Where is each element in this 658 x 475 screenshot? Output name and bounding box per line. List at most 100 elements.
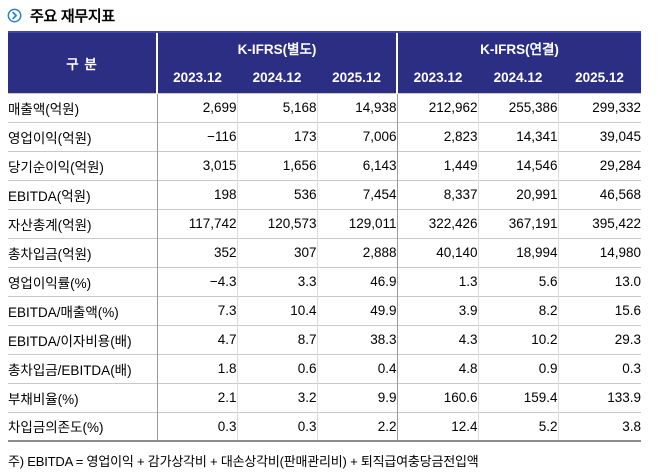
value-cell: 8.2 — [477, 295, 559, 325]
value-cell: 5.2 — [477, 411, 559, 441]
table-row: 자산총계(억원) 117,742 120,573 129,011 322,426… — [8, 208, 642, 238]
row-label: 총차입금(억원) — [8, 237, 157, 267]
year-header: 2024.12 — [478, 63, 559, 93]
value-cell: 0.3 — [236, 411, 317, 441]
value-cell: 29.3 — [557, 324, 642, 354]
table-row: EBITDA/매출액(%) 7.3 10.4 49.9 3.9 8.2 15.6 — [8, 295, 642, 325]
value-cell: 212,962 — [396, 92, 479, 122]
value-cell: 46.9 — [316, 266, 398, 296]
row-label: 총차입금/EBITDA(배) — [8, 353, 157, 383]
table-row: 총차입금(억원) 352 307 2,888 40,140 18,994 14,… — [8, 237, 642, 267]
year-header: 2024.12 — [237, 63, 317, 93]
page-title: 주요 재무지표 — [30, 7, 115, 25]
value-cell: 14,938 — [316, 92, 398, 122]
row-label: EBITDA/매출액(%) — [8, 295, 157, 325]
row-label: 영업이익(억원) — [8, 121, 157, 151]
value-cell: 133.9 — [557, 382, 642, 412]
value-cell: 20,991 — [477, 179, 559, 209]
row-label: 당기순이익(억원) — [8, 150, 157, 180]
table-row: EBITDA/이자비용(배) 4.7 8.7 38.3 4.3 10.2 29.… — [8, 324, 642, 354]
value-cell: 2,888 — [316, 237, 398, 267]
table-row: 총차입금/EBITDA(배) 1.8 0.6 0.4 4.8 0.9 0.3 — [8, 353, 642, 383]
value-cell: 255,386 — [477, 92, 559, 122]
value-cell: 8.7 — [236, 324, 317, 354]
value-cell: 3.3 — [236, 266, 317, 296]
table-row: 차입금의존도(%) 0.3 0.3 2.2 12.4 5.2 3.8 — [8, 411, 642, 441]
table-row: 영업이익률(%) −4.3 3.3 46.9 1.3 5.6 13.0 — [8, 266, 642, 296]
value-cell: 160.6 — [396, 382, 479, 412]
table-row: 영업이익(억원) −116 173 7,006 2,823 14,341 39,… — [8, 121, 642, 151]
table-row: 당기순이익(억원) 3,015 1,656 6,143 1,449 14,546… — [8, 150, 642, 180]
value-cell: 395,422 — [557, 208, 642, 238]
value-cell: 159.4 — [477, 382, 559, 412]
value-cell: 1,449 — [396, 150, 479, 180]
value-cell: 38.3 — [316, 324, 398, 354]
value-cell: 5,168 — [236, 92, 317, 122]
value-cell: 120,573 — [236, 208, 317, 238]
value-cell: 14,546 — [477, 150, 559, 180]
value-cell: 352 — [156, 237, 237, 267]
value-cell: 7,006 — [316, 121, 398, 151]
value-cell: 299,332 — [557, 92, 642, 122]
year-header: 2023.12 — [156, 63, 237, 93]
value-cell: 7,454 — [316, 179, 398, 209]
value-cell: 2.2 — [316, 411, 398, 441]
value-cell: −4.3 — [156, 266, 237, 296]
value-cell: 4.7 — [156, 324, 237, 354]
value-cell: 1,656 — [236, 150, 317, 180]
section-title-bar: 주요 재무지표 — [0, 0, 658, 29]
row-label: 자산총계(억원) — [8, 208, 157, 238]
value-cell: 2.1 — [156, 382, 237, 412]
value-cell: 8,337 — [396, 179, 479, 209]
year-header: 2023.12 — [396, 63, 479, 93]
ebitda-footnote: 주) EBITDA = 영업이익 + 감가상각비 + 대손상각비(판매관리비) … — [8, 454, 479, 469]
table-row: EBITDA(억원) 198 536 7,454 8,337 20,991 46… — [8, 179, 642, 209]
value-cell: 13.0 — [557, 266, 642, 296]
group-header-separate: K-IFRS(별도) — [155, 31, 398, 63]
value-cell: 0.3 — [557, 353, 642, 383]
group-header-consolidated: K-IFRS(연결) — [396, 31, 642, 63]
value-cell: 536 — [236, 179, 317, 209]
value-cell: 0.6 — [236, 353, 317, 383]
value-cell: 5.6 — [477, 266, 559, 296]
value-cell: 12.4 — [396, 411, 479, 441]
row-label: EBITDA/이자비용(배) — [8, 324, 157, 354]
row-label: 매출액(억원) — [8, 92, 157, 122]
value-cell: 3,015 — [156, 150, 237, 180]
value-cell: 0.4 — [316, 353, 398, 383]
value-cell: 129,011 — [316, 208, 398, 238]
table-row: 매출액(억원) 2,699 5,168 14,938 212,962 255,3… — [8, 92, 642, 122]
value-cell: −116 — [156, 121, 237, 151]
value-cell: 4.3 — [396, 324, 479, 354]
value-cell: 3.9 — [396, 295, 479, 325]
header-year-row: 2023.12 2024.12 2025.12 2023.12 2024.12 … — [8, 63, 642, 93]
financial-indicators-table: 구 분 K-IFRS(별도) K-IFRS(연결) 2023.12 2024.1… — [8, 31, 642, 442]
value-cell: 2,699 — [156, 92, 237, 122]
corner-header: 구 분 — [8, 31, 157, 93]
value-cell: 29,284 — [557, 150, 642, 180]
row-label: EBITDA(억원) — [8, 179, 157, 209]
value-cell: 3.8 — [557, 411, 642, 441]
value-cell: 0.9 — [477, 353, 559, 383]
value-cell: 46,568 — [557, 179, 642, 209]
value-cell: 1.8 — [156, 353, 237, 383]
value-cell: 6,143 — [316, 150, 398, 180]
value-cell: 173 — [236, 121, 317, 151]
year-header: 2025.12 — [558, 63, 642, 93]
value-cell: 2,823 — [396, 121, 479, 151]
value-cell: 10.2 — [477, 324, 559, 354]
value-cell: 39,045 — [557, 121, 642, 151]
value-cell: 322,426 — [396, 208, 479, 238]
value-cell: 18,994 — [477, 237, 559, 267]
value-cell: 9.9 — [316, 382, 398, 412]
value-cell: 117,742 — [156, 208, 237, 238]
value-cell: 7.3 — [156, 295, 237, 325]
value-cell: 4.8 — [396, 353, 479, 383]
value-cell: 40,140 — [396, 237, 479, 267]
row-label: 영업이익률(%) — [8, 266, 157, 296]
value-cell: 3.2 — [236, 382, 317, 412]
value-cell: 0.3 — [156, 411, 237, 441]
circle-arrow-icon — [7, 8, 22, 22]
year-header: 2025.12 — [317, 63, 398, 93]
value-cell: 198 — [156, 179, 237, 209]
